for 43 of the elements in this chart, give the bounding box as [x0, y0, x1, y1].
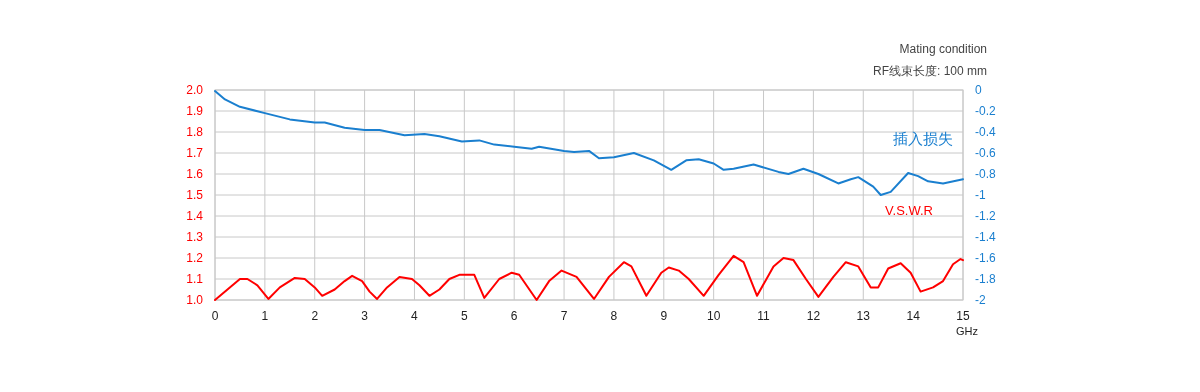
x-tick-label: 8 [610, 309, 618, 323]
y-tick-label: 1.7 [186, 146, 204, 160]
y-tick-label: 1.4 [186, 209, 204, 223]
x-tick-label: 10 [706, 309, 721, 323]
y2-tick-label: -1.4 [975, 230, 996, 244]
y-tick-label: 1.6 [186, 167, 204, 181]
x-tick-label: 12 [806, 309, 821, 323]
y-tick-label: 1.8 [186, 125, 204, 139]
y2-tick-label: -1.8 [975, 272, 996, 286]
y2-tick-label: -1.2 [975, 209, 996, 223]
y2-tick-label: -0.4 [975, 125, 996, 139]
x-axis-title: GHz [956, 325, 978, 337]
x-tick-label: 3 [361, 309, 369, 323]
y2-tick-label: 0 [975, 83, 982, 97]
x-tick-label: 4 [411, 309, 419, 323]
y2-tick-label: -0.8 [975, 167, 996, 181]
y2-tick-label: -0.2 [975, 104, 996, 118]
x-tick-label: 7 [560, 309, 568, 323]
text: RF线束长度: 100 mm [872, 64, 987, 78]
y-tick-label: 1.9 [186, 104, 204, 118]
x-tick-label: 6 [510, 309, 518, 323]
y2-tick-label: -0.6 [975, 146, 996, 160]
x-tick-label: 14 [906, 309, 921, 323]
text: V.S.W.R [885, 203, 933, 219]
y-tick-label: 1.0 [186, 293, 204, 307]
x-tick-label: 13 [856, 309, 871, 323]
series-label: 插入损失 [893, 130, 953, 148]
x-tick-label: 1 [261, 309, 269, 323]
y2-tick-label: -1 [975, 188, 986, 202]
y2-tick-label: -2 [975, 293, 986, 307]
y2-tick-label: -1.6 [975, 251, 996, 265]
y-tick-label: 1.2 [186, 251, 204, 265]
text: Mating condition [899, 42, 987, 56]
y-tick-label: 1.1 [186, 272, 204, 286]
x-tick-label: 2 [311, 309, 319, 323]
y-tick-label: 1.3 [186, 230, 204, 244]
x-tick-label: 9 [660, 309, 668, 323]
x-tick-label: 15 [956, 309, 970, 323]
x-tick-label: 5 [460, 309, 468, 323]
y-tick-label: 2.0 [186, 83, 204, 97]
x-tick-label: 11 [757, 309, 771, 323]
x-tick-label: 0 [211, 309, 219, 323]
y-tick-label: 1.5 [186, 188, 204, 202]
